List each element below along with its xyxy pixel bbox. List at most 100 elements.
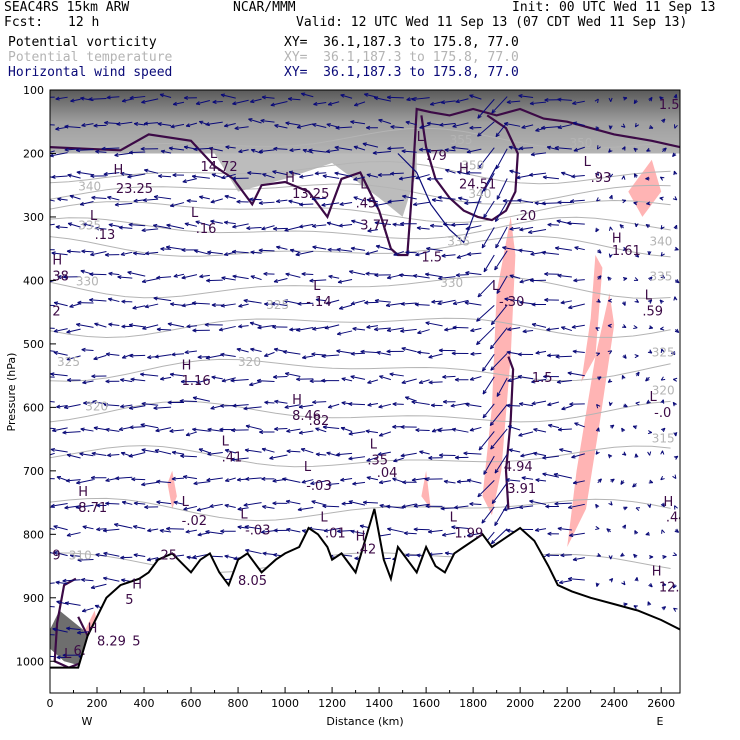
wind-arrowhead [477,492,482,498]
wind-vector [464,302,482,306]
wind-vector [503,506,521,511]
wind-vector [159,93,172,98]
wind-vector [413,275,430,279]
wind-vector [299,203,314,206]
wind-vector [470,376,482,381]
wind-vector [477,279,495,298]
wind-arrowhead [483,267,488,273]
wind-arrowhead [140,423,145,428]
wind-vector [184,223,198,227]
wind-arrowhead [160,376,165,381]
wind-vector [51,252,68,256]
wind-arrowhead [529,499,534,504]
x-tick-label: 1200 [318,697,346,710]
wind-vector [257,324,275,329]
wind-vector [225,146,236,149]
wind-vector [276,199,288,203]
wind-vector [299,223,314,228]
wind-arrowhead [411,400,416,405]
wind-arrowhead [302,148,307,153]
wind-arrowhead [236,477,242,482]
wind-vector [517,375,534,380]
wind-arrowhead [621,199,627,204]
wind-arrowhead [192,554,197,559]
wind-vector [455,98,469,103]
wind-vector [321,202,340,206]
wind-arrowhead [183,145,189,150]
wind-arrowhead [387,146,392,151]
wind-vector [122,501,133,505]
theta-contour [50,199,671,223]
extremum-label: H [459,162,469,177]
wind-vector [262,505,275,509]
wind-vector [50,152,68,157]
wind-vector [127,173,146,178]
wind-arrowhead [546,327,551,332]
wind-vector [463,452,482,455]
wind-arrowhead [674,124,678,129]
wind-arrowhead [53,328,59,333]
wind-vector [341,377,353,382]
wind-vector [363,501,378,504]
wind-vector [465,403,482,408]
wind-arrowhead [594,171,600,176]
wind-arrowhead [559,448,564,453]
wind-arrowhead [192,427,197,432]
wind-arrowhead [250,148,256,153]
wind-arrowhead [351,219,356,224]
wind-arrowhead [237,506,242,511]
wind-vector [542,176,559,180]
wind-arrowhead [67,222,73,227]
wind-vector [482,376,495,395]
extremum-label: -.14 [306,295,331,310]
wind-arrowhead [40,505,44,508]
wind-arrowhead [91,451,96,456]
wind-vector [393,457,404,462]
wind-arrowhead [377,172,382,177]
wind-arrowhead [326,123,331,128]
wind-vector [211,376,223,380]
wind-vector [339,202,353,206]
wind-vector [348,500,366,506]
wind-vector [517,199,534,204]
wind-arrowhead [621,580,626,586]
wind-arrowhead [571,324,576,329]
wind-arrowhead [274,124,279,128]
wind-arrowhead [595,450,600,455]
wind-vector [66,532,81,537]
wind-arrowhead [284,404,289,409]
wind-arrowhead [321,202,326,207]
wind-arrowhead [411,477,417,482]
wind-arrowhead [633,325,638,330]
wind-arrowhead [66,249,71,254]
wind-arrowhead [481,367,487,372]
wind-arrowhead [298,224,304,229]
wind-arrowhead [672,152,677,158]
wind-arrowhead [224,503,229,508]
wind-vector [232,404,249,407]
wind-vector [547,354,559,357]
wind-vector [439,122,456,126]
wind-vector [541,251,559,255]
wind-arrowhead [451,427,457,432]
wind-arrowhead [623,403,628,408]
wind-arrowhead [63,274,68,279]
wind-arrowhead [647,451,652,456]
wind-arrowhead [495,132,500,138]
wind-arrowhead [153,223,158,228]
wind-vector [496,377,508,397]
wind-arrowhead [286,527,291,532]
wind-arrowhead [465,271,470,276]
wind-arrowhead [531,401,536,406]
wind-arrowhead [659,196,664,201]
wind-vector [66,479,81,482]
wind-vector [210,220,223,224]
theta-label: 320 [652,384,675,398]
wind-vector [509,170,521,175]
wind-arrowhead [374,203,379,208]
wind-arrowhead [285,272,290,277]
wind-arrowhead [262,173,267,177]
wind-arrowhead [456,254,462,259]
wind-arrowhead [520,453,525,458]
wind-vector [92,400,107,405]
